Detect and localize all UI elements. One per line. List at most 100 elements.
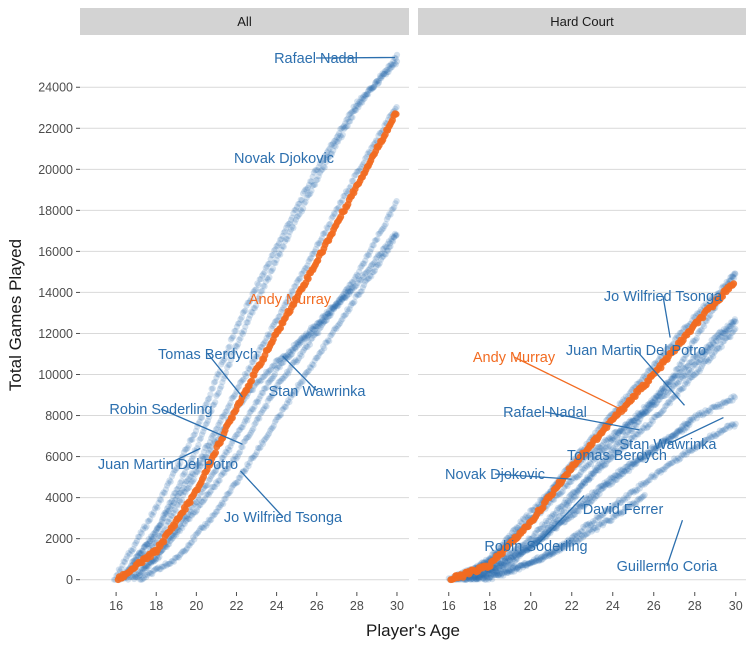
data-point (375, 132, 382, 139)
data-point (159, 516, 166, 523)
data-point (304, 334, 311, 341)
data-point (313, 167, 320, 174)
data-point (148, 535, 155, 542)
data-point (347, 302, 354, 309)
x-tick-label: 16 (109, 599, 123, 613)
series-jo-wilfried-tsonga (472, 270, 739, 583)
data-point (154, 525, 161, 533)
data-point (262, 278, 269, 285)
data-point (351, 298, 358, 305)
data-point (517, 543, 524, 550)
data-point (389, 238, 397, 245)
data-point (224, 364, 231, 371)
data-point (255, 414, 262, 421)
data-point (270, 422, 277, 429)
data-point (138, 549, 145, 557)
data-point (204, 482, 211, 489)
data-point (232, 391, 239, 398)
data-point (237, 448, 244, 456)
data-point (385, 63, 392, 70)
data-point (482, 570, 489, 577)
data-point (192, 462, 199, 470)
data-point (526, 536, 534, 543)
data-point (337, 125, 344, 132)
data-point (194, 468, 201, 475)
data-point (529, 535, 536, 542)
x-tick-label: 26 (647, 599, 661, 613)
data-point (157, 520, 165, 527)
data-point (259, 406, 267, 414)
data-point (200, 448, 208, 456)
data-point (178, 550, 185, 557)
data-point (381, 70, 388, 77)
data-point (633, 422, 640, 429)
data-point (151, 566, 158, 574)
data-point (669, 375, 676, 382)
data-point (521, 547, 528, 554)
data-point (308, 330, 315, 337)
data-point (483, 556, 490, 563)
data-point (137, 568, 144, 575)
data-point (315, 173, 322, 180)
data-point (363, 253, 370, 260)
data-point (299, 270, 306, 277)
data-point (364, 275, 371, 282)
data-point (365, 252, 372, 259)
data-point (672, 366, 680, 373)
data-point (715, 335, 722, 342)
data-point (495, 544, 502, 551)
data-point (241, 418, 248, 425)
data-point (306, 341, 313, 348)
data-point (160, 563, 167, 570)
data-point (209, 483, 216, 491)
data-point (208, 516, 215, 523)
data-point (261, 340, 268, 347)
data-point (286, 228, 293, 236)
data-point (238, 314, 245, 321)
data-point (211, 468, 218, 475)
data-point (592, 447, 599, 454)
data-point (216, 419, 223, 426)
data-point (297, 380, 304, 387)
data-point (263, 368, 270, 376)
data-point (283, 235, 290, 242)
data-point (281, 356, 288, 363)
data-point (222, 495, 229, 502)
data-point (199, 453, 206, 460)
data-point (344, 115, 351, 122)
data-point (199, 498, 206, 506)
data-point (693, 359, 700, 366)
data-point (161, 489, 168, 496)
data-point (229, 352, 236, 360)
data-point (242, 307, 249, 314)
data-point (274, 252, 281, 259)
data-point (318, 235, 325, 242)
data-point (216, 504, 223, 511)
data-point (492, 567, 499, 574)
label-leader-line (240, 470, 284, 518)
data-point (354, 98, 361, 105)
data-point (246, 409, 253, 416)
data-point (187, 473, 194, 480)
data-point (570, 493, 577, 500)
data-point (305, 367, 312, 374)
x-tick-label: 20 (189, 599, 203, 613)
data-point (287, 216, 295, 223)
data-point (268, 252, 275, 259)
data-point (603, 437, 610, 444)
data-point (244, 369, 251, 377)
data-point (202, 444, 209, 452)
data-point (285, 348, 293, 355)
data-point (125, 550, 132, 557)
data-point (207, 446, 214, 453)
series-label: Rafael Nadal (274, 51, 358, 67)
data-point (138, 547, 145, 554)
data-point (526, 512, 533, 519)
data-point (314, 320, 321, 327)
data-point (321, 313, 328, 320)
data-point (170, 470, 177, 477)
data-point (278, 246, 285, 253)
data-point (119, 562, 126, 569)
data-point (377, 256, 384, 263)
data-point (280, 405, 287, 412)
